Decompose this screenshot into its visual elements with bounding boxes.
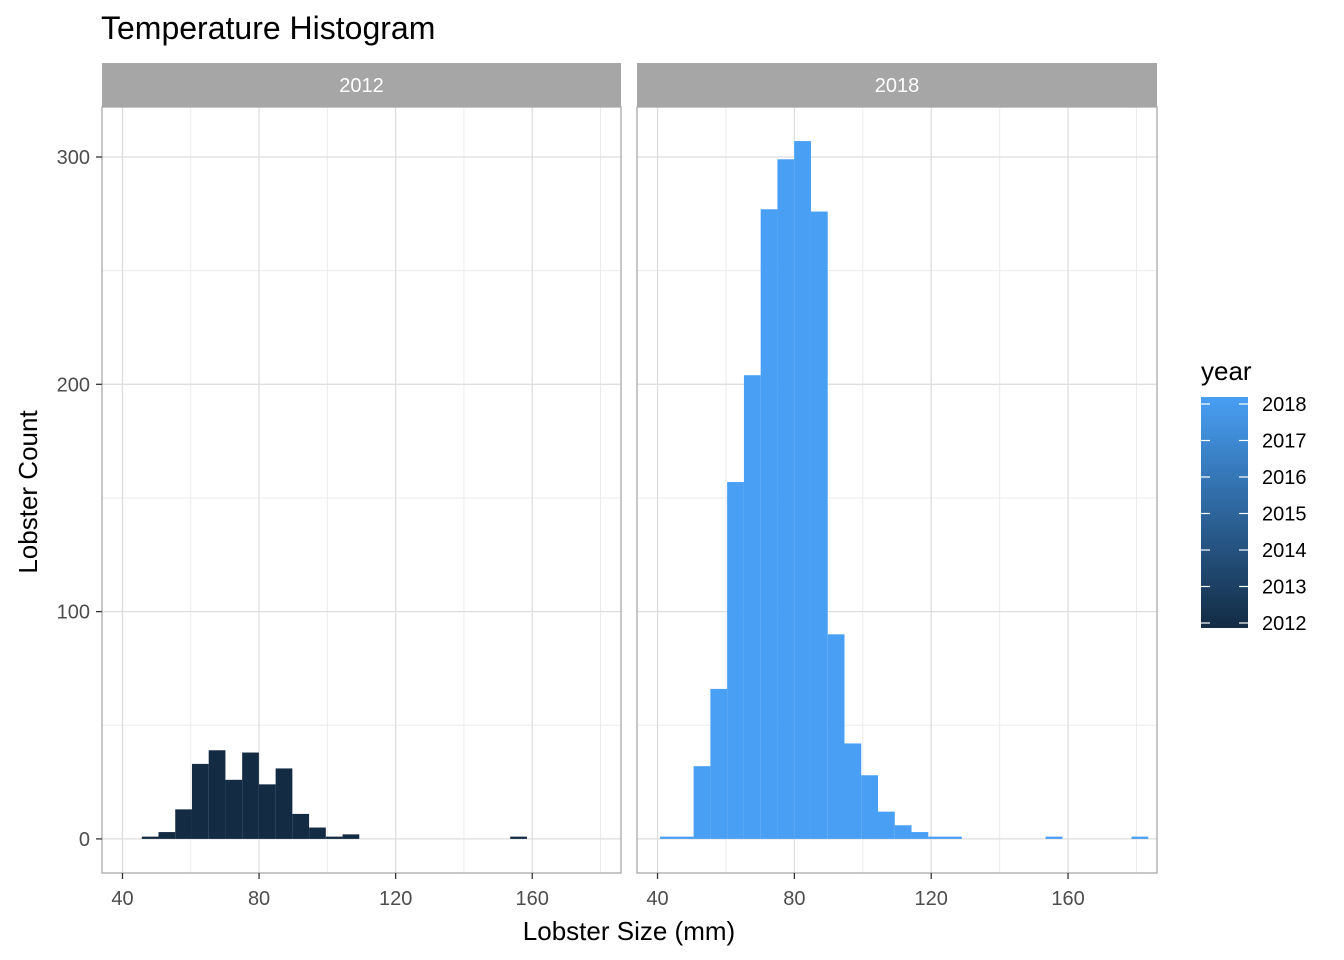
histogram-bar <box>693 766 711 839</box>
panel-2012: 2012 40 80 120 160 0 100 200 300 <box>57 63 622 910</box>
histogram-bar <box>258 784 276 839</box>
histogram-bar <box>1045 836 1063 839</box>
histogram-bar <box>676 836 694 839</box>
legend-label: 2018 <box>1262 394 1307 416</box>
histogram-bar <box>275 768 293 839</box>
x-tick-label: 40 <box>111 888 133 910</box>
histogram-bar <box>743 375 761 839</box>
x-axis-title: Lobster Size (mm) <box>523 916 735 946</box>
histogram-bar <box>861 775 879 839</box>
histogram-bar <box>242 752 259 839</box>
y-tick-label: 200 <box>57 374 90 396</box>
histogram-bar <box>1131 836 1149 839</box>
facet-panels: 2012 40 80 120 160 0 100 200 300 2018 40 80 120 160 <box>57 63 1158 910</box>
x-tick-label: 80 <box>248 888 270 910</box>
histogram-bar <box>510 836 527 839</box>
histogram-bar <box>342 834 360 839</box>
y-tick-label: 300 <box>57 147 90 169</box>
histogram-bar <box>309 827 326 839</box>
x-tick-label: 120 <box>915 888 948 910</box>
panel-background <box>102 107 621 873</box>
histogram-bar <box>660 836 677 839</box>
legend: year 2018 2017 2016 2015 2014 2013 2012 <box>1201 356 1307 635</box>
legend-label: 2014 <box>1262 540 1307 562</box>
histogram-bar <box>810 211 828 839</box>
histogram-bar <box>777 159 795 839</box>
legend-label: 2016 <box>1262 467 1307 489</box>
histogram-bar <box>727 482 744 839</box>
legend-label: 2015 <box>1262 504 1307 526</box>
chart-title: Temperature Histogram <box>101 10 435 46</box>
histogram-bar <box>911 832 929 839</box>
histogram-bar <box>225 779 243 839</box>
legend-label: 2017 <box>1262 431 1307 453</box>
legend-title: year <box>1201 356 1252 386</box>
x-tick-label: 40 <box>646 888 668 910</box>
histogram-bar <box>325 836 343 839</box>
strip-background <box>102 63 621 107</box>
histogram-bar <box>945 836 962 839</box>
x-tick-label: 160 <box>516 888 549 910</box>
histogram-bar <box>175 809 192 839</box>
histogram-bar <box>928 836 946 839</box>
legend-label: 2012 <box>1262 613 1307 635</box>
histogram-bar <box>292 813 310 839</box>
y-tick-label: 0 <box>79 829 90 851</box>
histogram-bar <box>760 209 778 839</box>
x-tick-label: 160 <box>1051 888 1084 910</box>
strip-label: 2018 <box>875 75 920 97</box>
histogram-bar <box>141 836 159 839</box>
strip-background <box>637 63 1157 107</box>
y-axis-title: Lobster Count <box>13 410 43 574</box>
x-tick-label: 120 <box>379 888 412 910</box>
x-tick-label: 80 <box>783 888 805 910</box>
strip-label: 2012 <box>339 75 384 97</box>
histogram-bar <box>827 634 845 839</box>
histogram-bar <box>710 688 728 839</box>
histogram-bar <box>191 763 209 839</box>
panel-2018: 2018 40 80 120 160 <box>636 63 1158 910</box>
histogram-bar <box>158 832 176 839</box>
histogram-bar <box>878 811 895 839</box>
y-tick-label: 100 <box>57 602 90 624</box>
histogram-bar <box>794 141 811 839</box>
legend-label: 2013 <box>1262 577 1307 599</box>
histogram-bar <box>894 825 912 839</box>
histogram-bar <box>208 750 226 839</box>
legend-colorbar <box>1201 397 1248 628</box>
histogram-bar <box>844 743 862 839</box>
